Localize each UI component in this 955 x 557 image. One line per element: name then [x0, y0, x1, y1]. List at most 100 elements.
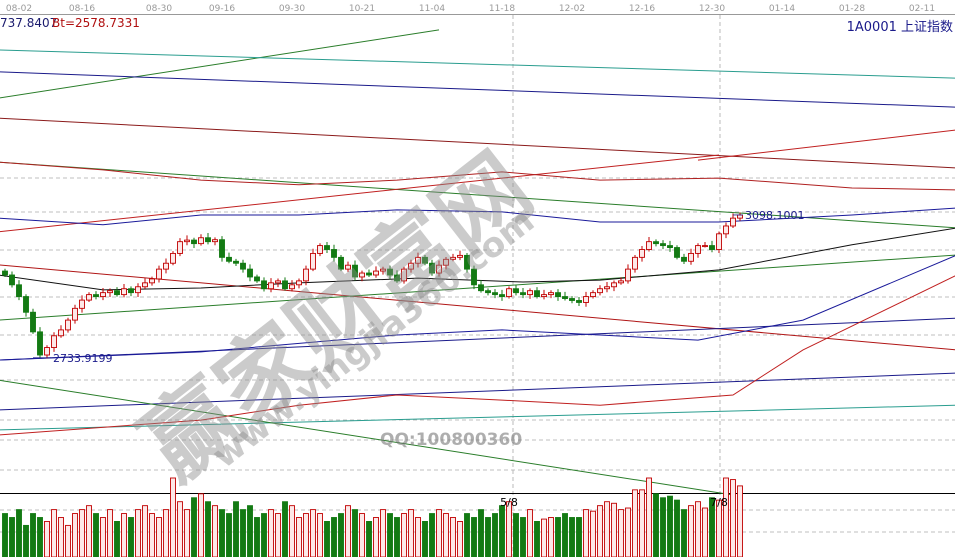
- candle-body: [723, 225, 729, 235]
- candle-body: [660, 243, 666, 247]
- candle-body: [674, 247, 680, 258]
- candle-body: [233, 260, 239, 264]
- volume-bar: [653, 493, 659, 557]
- volume-bar: [310, 509, 316, 557]
- candle-body: [254, 276, 260, 282]
- candle-body: [499, 294, 505, 298]
- candle-body: [177, 241, 183, 254]
- volume-bar: [366, 521, 372, 557]
- candle-body: [310, 252, 316, 270]
- volume-bar: [247, 505, 253, 557]
- annotation-label: 5/8: [500, 496, 518, 509]
- trend-line: [0, 71, 955, 108]
- candle-body: [562, 296, 568, 299]
- candle-body: [331, 249, 337, 258]
- candle-body: [583, 296, 589, 303]
- grid: [0, 14, 955, 557]
- candle-body: [72, 307, 78, 321]
- indicator-curve: [0, 275, 955, 436]
- volume-bar: [289, 505, 295, 557]
- volume-bar: [548, 517, 554, 557]
- candle-body: [387, 268, 393, 276]
- candle-body: [37, 331, 43, 356]
- candle-body: [240, 262, 246, 270]
- candle-body: [695, 245, 701, 254]
- indicator-curve: [0, 207, 955, 226]
- volume-bar: [373, 517, 379, 557]
- candle-body: [632, 256, 638, 270]
- volume-bar: [541, 518, 547, 557]
- candle-body: [317, 245, 323, 254]
- volume-bar: [268, 509, 274, 557]
- date-axis: 08-02 08-16 08-30 09-16 09-30 10-21 11-04 11-18…: [6, 4, 935, 14]
- candle-body: [107, 290, 113, 294]
- volume-bar: [436, 509, 442, 557]
- volume-bar: [576, 517, 582, 557]
- indicator-curve: [0, 161, 955, 191]
- volume-bar: [198, 493, 204, 557]
- candle-body: [142, 282, 148, 288]
- volume-bar: [709, 497, 715, 557]
- date-tick-label: 10-21: [349, 4, 375, 14]
- candle-body: [688, 252, 694, 262]
- candle-body: [471, 268, 477, 286]
- volume-bar: [415, 517, 421, 557]
- trend-line: [0, 29, 440, 99]
- candle-body: [513, 288, 519, 294]
- volume-bar: [681, 509, 687, 557]
- candle-body: [492, 292, 498, 296]
- candle-body: [289, 284, 295, 290]
- candle-body: [436, 264, 442, 274]
- candle-body: [212, 239, 218, 243]
- candle-body: [422, 256, 428, 264]
- volume-bar: [149, 513, 155, 557]
- volume-bar: [450, 517, 456, 557]
- date-tick-label: 12-16: [629, 4, 655, 14]
- candle-body: [639, 249, 645, 258]
- volume-bar: [338, 513, 344, 557]
- volume-bar: [499, 505, 505, 557]
- candle-body: [429, 262, 435, 274]
- volume-bar: [107, 509, 113, 557]
- candle-body: [324, 245, 330, 250]
- candle-body: [156, 268, 162, 280]
- candle-body: [198, 237, 204, 245]
- candle-body: [359, 272, 365, 278]
- candle-body: [51, 335, 57, 348]
- volume-bar: [625, 507, 631, 557]
- volume-bar: [660, 497, 666, 557]
- candle-body: [576, 300, 582, 303]
- volume-bar: [114, 521, 120, 557]
- volume-bar: [51, 509, 57, 557]
- candle-body: [464, 254, 470, 270]
- volume-bar: [506, 501, 512, 557]
- candle-body: [149, 278, 155, 284]
- volume-bar: [590, 510, 596, 557]
- volume-bar: [226, 513, 232, 557]
- volume-bar: [387, 513, 393, 557]
- volume-bar: [184, 509, 190, 557]
- volume-bar: [443, 513, 449, 557]
- volume-bar: [170, 477, 176, 557]
- volume-bar: [527, 509, 533, 557]
- candle-body: [170, 252, 176, 264]
- indicator-curve: [0, 227, 955, 291]
- volume-bar: [422, 521, 428, 557]
- volume-bar: [331, 517, 337, 557]
- candle-body: [737, 214, 743, 219]
- volume-bars: [2, 477, 743, 557]
- candle-body: [485, 290, 491, 294]
- volume-bar: [93, 513, 99, 557]
- volume-bar: [464, 513, 470, 557]
- volume-bar: [86, 505, 92, 557]
- annotation-label: 2733.9199: [53, 352, 113, 365]
- date-tick-label: 09-16: [209, 4, 235, 14]
- indicator-value: 737.8407: [0, 16, 58, 30]
- candle-body: [65, 319, 71, 331]
- volume-bar: [408, 509, 414, 557]
- volume-bar: [429, 513, 435, 557]
- date-tick-label: 08-16: [69, 4, 95, 14]
- candle-body: [478, 284, 484, 292]
- candle-body: [2, 270, 8, 276]
